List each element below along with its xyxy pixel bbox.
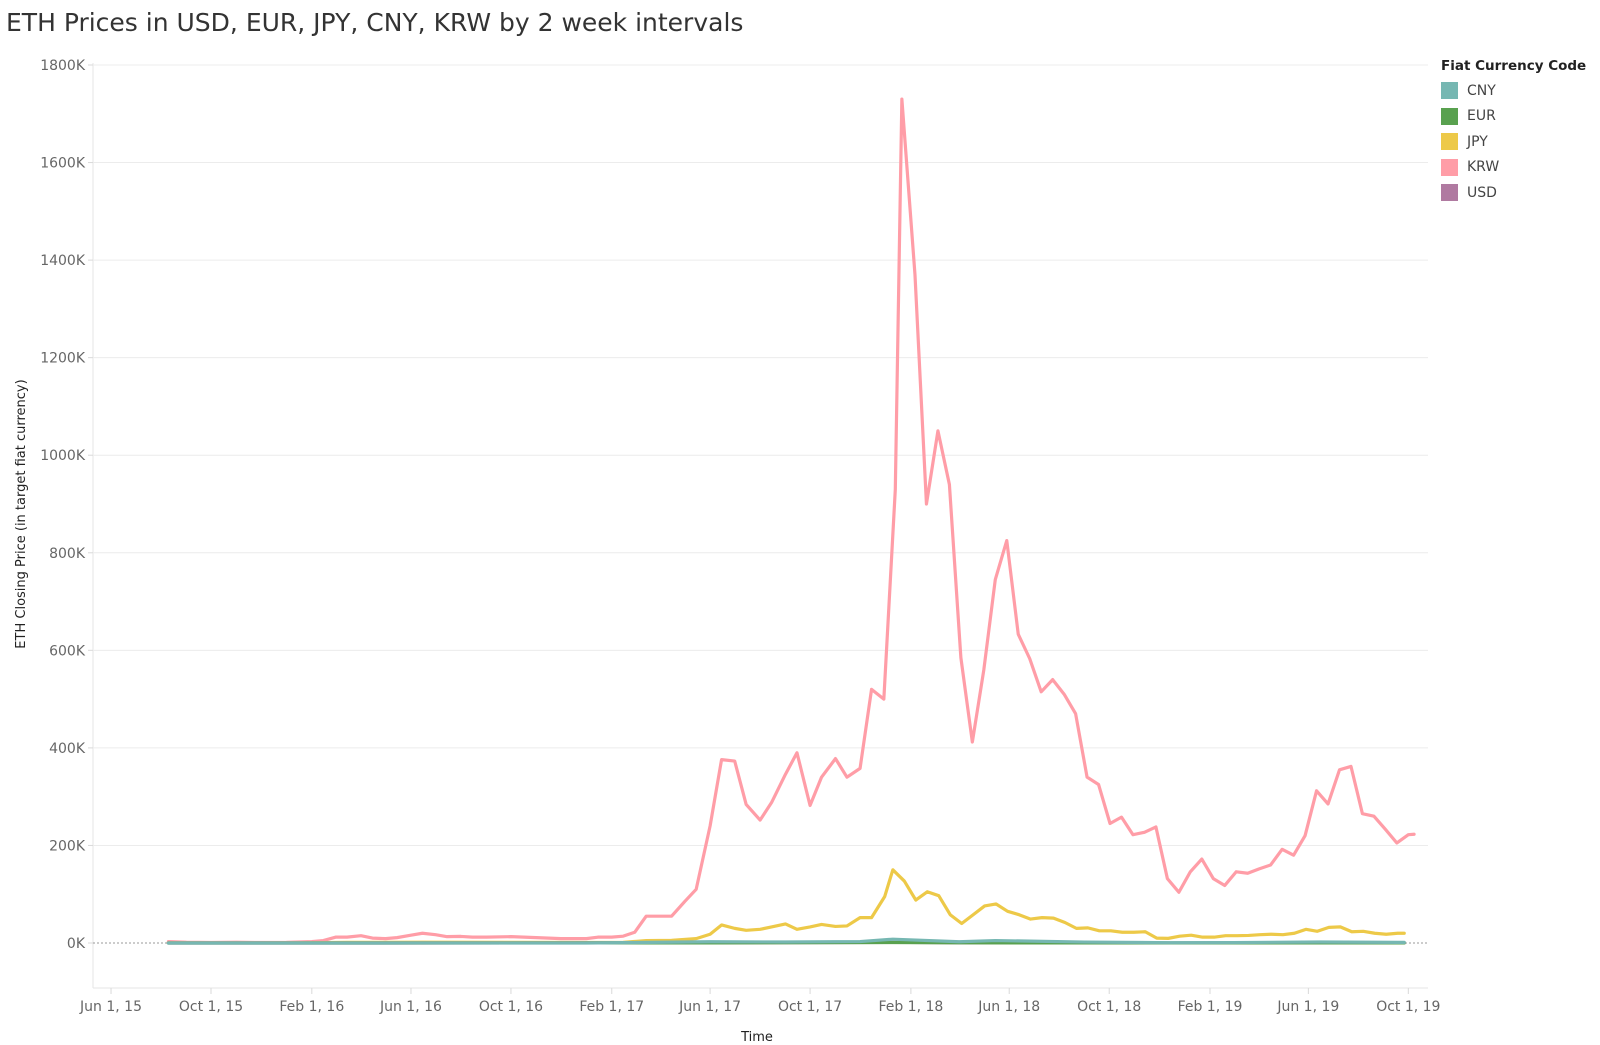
y-tick-label: 1200K [40,351,86,367]
legend-label: KRW [1467,159,1500,176]
legend-label: JPY [1467,133,1488,150]
legend-swatch [1441,184,1458,202]
y-tick-label: 800K [49,546,86,562]
legend-item-eur[interactable]: EUR [1441,104,1586,130]
x-tick-label: Oct 1, 16 [479,999,543,1015]
legend-items: CNY EUR JPY KRW USD [1441,78,1586,206]
legend-item-usd[interactable]: USD [1441,180,1586,206]
chart-title: ETH Prices in USD, EUR, JPY, CNY, KRW by… [6,8,744,37]
x-tick-label: Jun 1, 16 [379,999,442,1015]
x-tick-label: Feb 1, 18 [878,999,943,1015]
legend-label: USD [1467,184,1497,201]
x-tick-label: Jun 1, 18 [977,999,1040,1015]
legend-item-cny[interactable]: CNY [1441,78,1586,104]
legend-swatch [1441,133,1458,151]
x-tick-label: Oct 1, 15 [179,999,243,1015]
x-axis-title: Time [740,1030,773,1045]
x-tick-label: Feb 1, 17 [579,999,644,1015]
x-axis: Jun 1, 15 Oct 1, 15 Feb 1, 16 Jun 1, 16 Oct … [79,988,1440,1015]
x-tick-label: Jun 1, 19 [1276,999,1339,1015]
y-tick-label: 1400K [40,253,86,269]
x-tick-label: Jun 1, 17 [678,999,741,1015]
legend: Fiat Currency Code CNY EUR JPY KRW USD [1441,58,1586,206]
series-line-cny[interactable] [166,937,1406,945]
legend-title: Fiat Currency Code [1441,58,1587,74]
y-tick-label: 1800K [40,58,86,74]
x-tick-label: Oct 1, 18 [1077,999,1141,1015]
x-tick-label: Feb 1, 16 [279,999,344,1015]
legend-item-krw[interactable]: KRW [1441,155,1586,181]
legend-label: EUR [1467,108,1496,125]
y-axis-title: ETH Closing Price (in target fiat curren… [14,379,29,648]
x-tick-label: Oct 1, 17 [778,999,842,1015]
series-lines [166,97,1416,945]
series-line-jpy[interactable] [166,868,1406,945]
legend-label: CNY [1467,82,1496,99]
y-tick-label: 1000K [40,448,86,464]
gridlines [92,63,1428,989]
y-axis: 0K 200K 400K 600K 800K 1000K 1200K 1400K 1600K 18… [40,58,93,952]
legend-item-jpy[interactable]: JPY [1441,129,1586,155]
y-tick-label: 0K [67,936,86,952]
y-tick-label: 600K [49,643,86,659]
legend-swatch [1441,107,1458,125]
y-tick-label: 1600K [40,156,86,172]
y-tick-label: 200K [49,838,86,854]
series-line-krw[interactable] [166,97,1416,945]
legend-swatch [1441,158,1458,176]
x-tick-label: Jun 1, 15 [79,999,142,1015]
y-tick-label: 400K [49,741,86,757]
x-tick-label: Oct 1, 19 [1376,999,1440,1015]
legend-swatch [1441,82,1458,100]
x-tick-label: Feb 1, 19 [1178,999,1243,1015]
